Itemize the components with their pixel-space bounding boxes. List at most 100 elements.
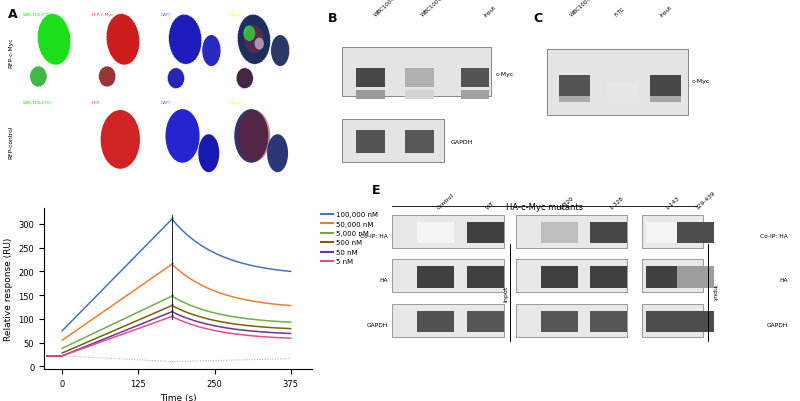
50 nM xyxy=(233,327,242,332)
Bar xyxy=(642,215,703,249)
Bar xyxy=(417,311,454,332)
Text: Input: Input xyxy=(483,4,497,18)
Legend: 100,000 nM, 50,000 nM, 5,000 nM, 500 nM, 50 nM, 5 nM: 100,000 nM, 50,000 nM, 5,000 nM, 500 nM,… xyxy=(318,209,381,267)
Text: 1-143: 1-143 xyxy=(664,196,680,211)
5 nM xyxy=(282,336,291,340)
Bar xyxy=(559,97,590,103)
Line: 50,000 nM: 50,000 nM xyxy=(172,265,290,306)
Bar xyxy=(650,76,681,99)
Line: 50 nM: 50 nM xyxy=(172,312,290,334)
Text: Co-IP: HA: Co-IP: HA xyxy=(760,233,788,238)
Text: RFP: RFP xyxy=(91,101,99,105)
Ellipse shape xyxy=(254,38,264,51)
Text: WT: WT xyxy=(485,201,495,211)
Bar xyxy=(650,97,681,103)
Bar xyxy=(466,222,504,244)
Bar xyxy=(342,48,491,97)
Text: A: A xyxy=(8,8,18,21)
5 nM xyxy=(167,314,177,319)
Text: Co-IP: HA: Co-IP: HA xyxy=(361,233,388,238)
Text: Control: Control xyxy=(436,193,454,211)
Bar xyxy=(642,259,703,293)
Bar xyxy=(357,69,385,87)
5,000 nM xyxy=(233,315,242,320)
Text: GAPDH: GAPDH xyxy=(367,322,388,327)
Bar xyxy=(607,84,638,99)
Bar xyxy=(466,311,504,332)
Text: DAPI: DAPI xyxy=(160,12,170,16)
Ellipse shape xyxy=(169,15,202,65)
Bar xyxy=(406,131,434,154)
Bar xyxy=(646,222,683,244)
100,000 nM xyxy=(192,241,202,245)
Ellipse shape xyxy=(101,111,140,169)
Ellipse shape xyxy=(30,67,47,88)
5 nM xyxy=(249,334,258,338)
50 nM xyxy=(282,331,291,336)
Text: HA: HA xyxy=(779,277,788,283)
Text: Input: Input xyxy=(503,285,508,301)
500 nM xyxy=(261,325,270,330)
Bar xyxy=(677,267,714,288)
Ellipse shape xyxy=(98,67,116,88)
Text: HA-c-Myc mutants: HA-c-Myc mutants xyxy=(506,203,583,211)
5,000 nM xyxy=(199,308,209,313)
100,000 nM xyxy=(233,260,242,265)
Bar xyxy=(516,259,627,293)
Ellipse shape xyxy=(234,110,268,163)
5,000 nM xyxy=(282,320,291,324)
50,000 nM xyxy=(167,262,177,267)
Bar xyxy=(541,222,578,244)
Bar xyxy=(677,222,714,244)
5,000 nM xyxy=(167,294,177,299)
50,000 nM xyxy=(261,301,270,306)
Text: GAPDH: GAPDH xyxy=(766,322,788,327)
100,000 nM xyxy=(249,264,258,269)
5 nM xyxy=(199,326,209,331)
100,000 nM xyxy=(286,269,295,274)
Text: WBC100-FITC: WBC100-FITC xyxy=(373,0,403,18)
Bar xyxy=(357,131,385,154)
50,000 nM xyxy=(199,284,209,289)
Bar xyxy=(357,91,385,100)
Text: RFP-c-Myc: RFP-c-Myc xyxy=(9,38,14,68)
50 nM xyxy=(199,321,209,326)
Ellipse shape xyxy=(236,69,254,89)
Line: 500 nM: 500 nM xyxy=(172,306,290,329)
500 nM xyxy=(282,326,291,331)
Bar xyxy=(677,311,714,332)
500 nM xyxy=(249,324,258,329)
Text: GAPDH: GAPDH xyxy=(450,140,473,145)
50,000 nM xyxy=(192,281,202,286)
50,000 nM xyxy=(233,296,242,301)
100,000 nM xyxy=(261,266,270,271)
5 nM xyxy=(261,334,270,339)
Ellipse shape xyxy=(38,14,70,66)
Bar xyxy=(590,267,627,288)
Text: WBC100-FITC: WBC100-FITC xyxy=(22,101,52,105)
Text: RFP-c-Myc: RFP-c-Myc xyxy=(91,12,114,16)
Bar xyxy=(406,91,434,100)
Text: 329-439: 329-439 xyxy=(695,190,717,211)
Text: Merge: Merge xyxy=(229,101,242,105)
Text: DAPI: DAPI xyxy=(160,101,170,105)
Text: E: E xyxy=(372,184,380,197)
Line: 5,000 nM: 5,000 nM xyxy=(172,296,290,322)
100,000 nM xyxy=(199,245,209,250)
5 nM xyxy=(233,332,242,337)
Line: 100,000 nM: 100,000 nM xyxy=(172,220,290,272)
500 nM xyxy=(199,316,209,320)
5 nM xyxy=(286,336,295,341)
5,000 nM xyxy=(261,318,270,323)
Ellipse shape xyxy=(267,135,288,173)
Text: c-Myc: c-Myc xyxy=(691,79,710,84)
5,000 nM xyxy=(192,306,202,310)
Ellipse shape xyxy=(106,14,139,66)
Bar xyxy=(541,267,578,288)
100,000 nM xyxy=(167,217,177,222)
500 nM xyxy=(192,314,202,318)
Ellipse shape xyxy=(202,36,221,67)
500 nM xyxy=(286,326,295,331)
Text: C: C xyxy=(534,12,542,25)
50 nM xyxy=(167,310,177,314)
